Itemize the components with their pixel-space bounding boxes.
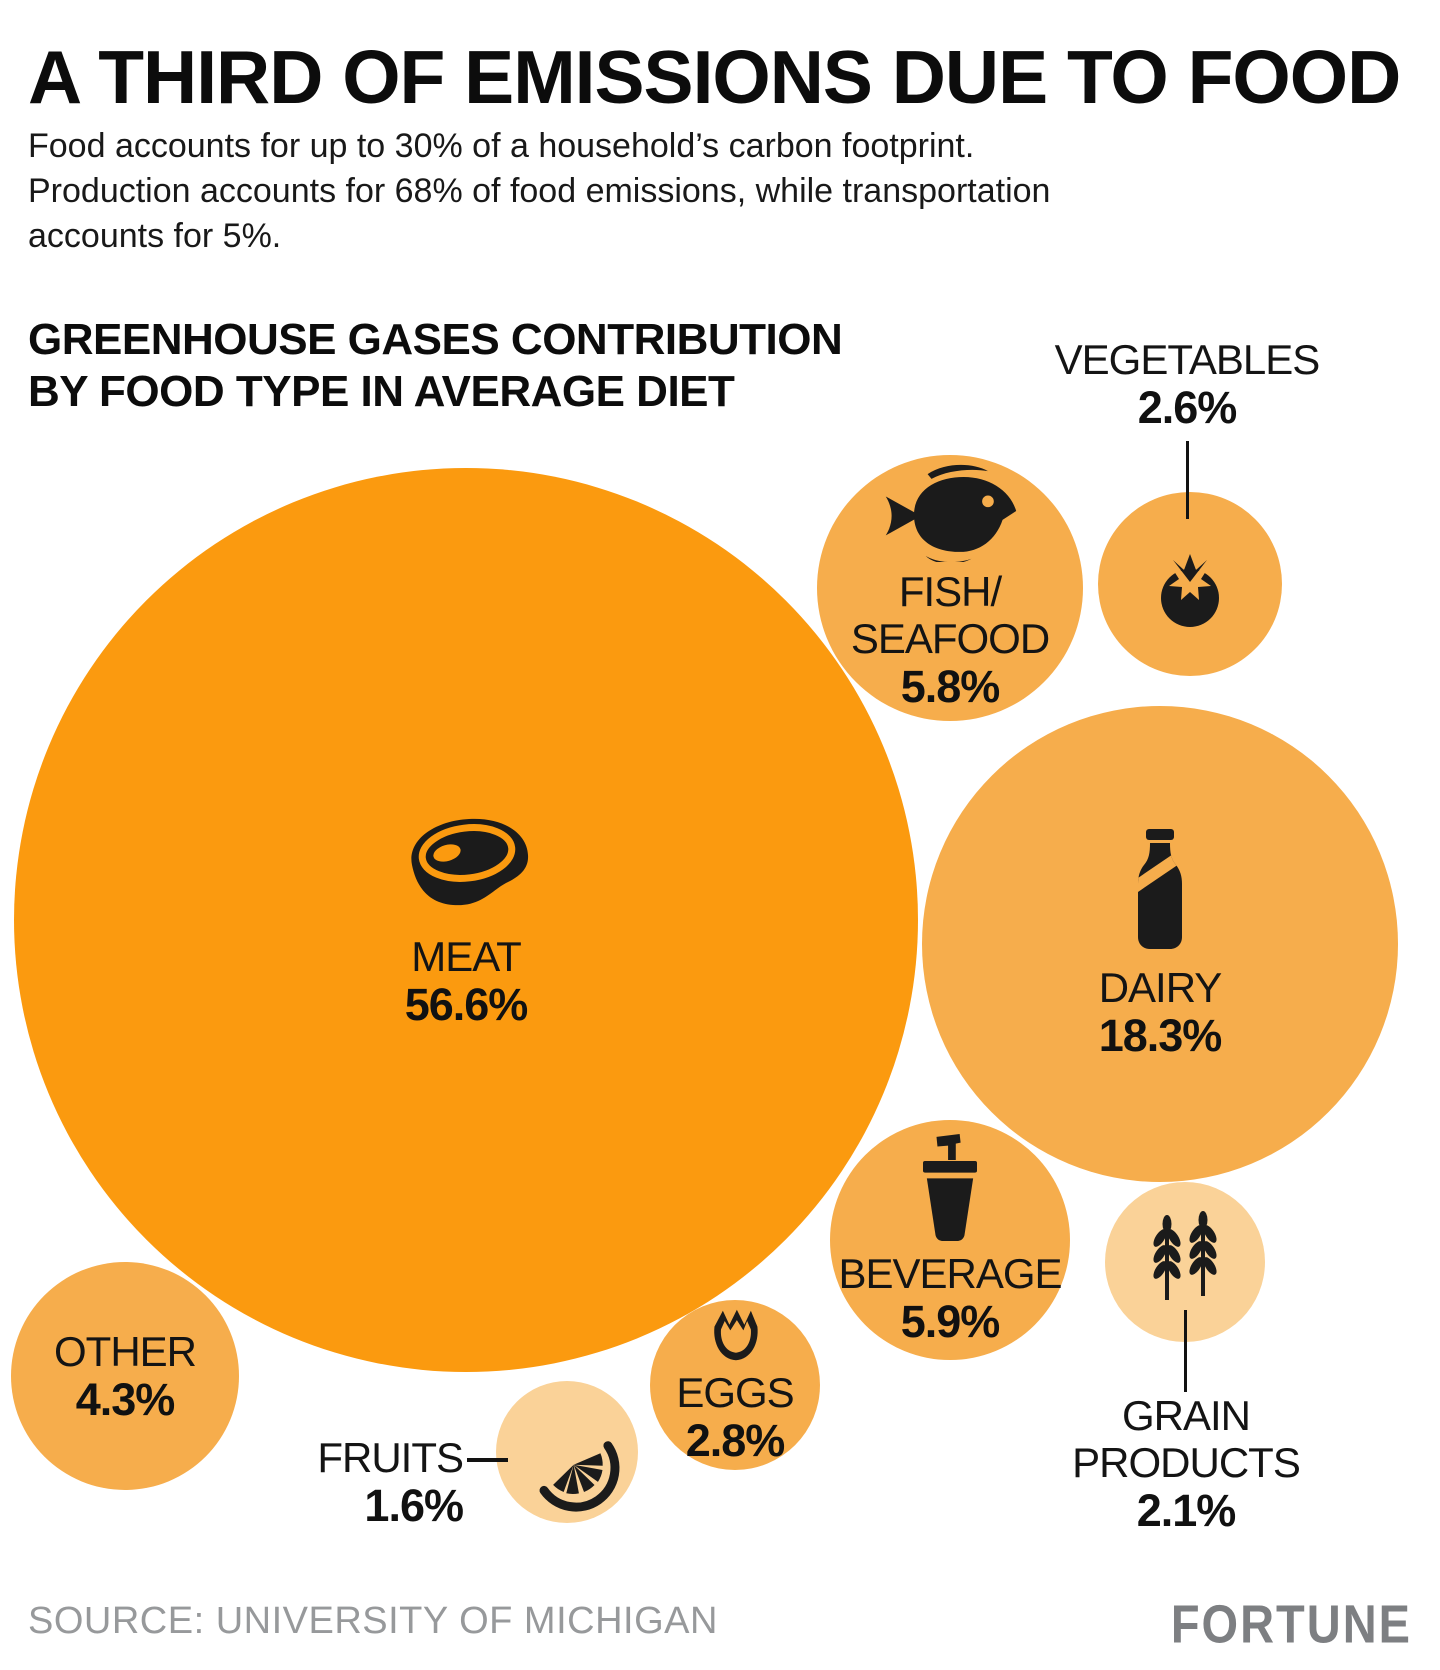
label-fruits-value: 1.6% bbox=[364, 1480, 464, 1531]
subtitle-line-1: Food accounts for up to 30% of a househo… bbox=[28, 127, 975, 165]
bubble-fish-value: 5.8% bbox=[900, 661, 1001, 712]
bubble-fish-label-line2: SEAFOOD bbox=[850, 615, 1050, 662]
bubble-meat: MEAT 56.6% bbox=[14, 468, 918, 1372]
bubble-dairy: DAIRY 18.3% bbox=[922, 706, 1398, 1182]
fruits-pointer-line bbox=[467, 1458, 508, 1462]
bubble-other: OTHER 4.3% bbox=[11, 1262, 239, 1490]
subtitle-line-3: accounts for 5%. bbox=[28, 217, 282, 255]
bubble-fruits bbox=[496, 1381, 638, 1523]
label-fruits: FRUITS 1.6% bbox=[233, 1434, 464, 1531]
label-vegetables-value: 2.6% bbox=[1137, 382, 1238, 433]
bubble-beverage: BEVERAGE 5.9% bbox=[830, 1120, 1070, 1360]
bubble-beverage-label: BEVERAGE bbox=[838, 1249, 1062, 1297]
cracked-egg-icon bbox=[714, 1309, 758, 1360]
drink-cup-icon bbox=[923, 1133, 977, 1241]
wheat-icon bbox=[1153, 1211, 1217, 1300]
steak-icon bbox=[411, 818, 529, 905]
subtitle-line-2: Production accounts for 68% of food emis… bbox=[28, 172, 1051, 210]
bubble-beverage-value: 5.9% bbox=[900, 1295, 1001, 1347]
source-credit: SOURCE: UNIVERSITY OF MICHIGAN bbox=[28, 1600, 718, 1642]
chart-heading-line-2: BY FOOD TYPE IN AVERAGE DIET bbox=[28, 367, 735, 416]
label-vegetables: VEGETABLES 2.6% bbox=[1027, 336, 1347, 433]
bubble-fish-seafood: FISH/ SEAFOOD 5.8% bbox=[817, 455, 1083, 721]
bubble-dairy-value: 18.3% bbox=[1098, 1009, 1223, 1061]
bubble-eggs-value: 2.8% bbox=[685, 1414, 786, 1466]
bubble-dairy-label: DAIRY bbox=[1098, 963, 1223, 1011]
page-subtitle: Food accounts for up to 30% of a househo… bbox=[28, 124, 1368, 259]
bubble-meat-label: MEAT bbox=[411, 932, 522, 980]
grain-pointer-line bbox=[1184, 1310, 1187, 1392]
bubble-grain-products bbox=[1105, 1182, 1265, 1342]
bubble-fish-label-line1: FISH/ bbox=[898, 568, 1002, 615]
bubble-eggs-label: EGGS bbox=[676, 1368, 794, 1416]
label-grain-value: 2.1% bbox=[1136, 1485, 1237, 1536]
citrus-slice-icon bbox=[539, 1441, 620, 1512]
label-grain-products: GRAIN PRODUCTS 2.1% bbox=[1026, 1392, 1346, 1536]
page-title: A THIRD OF EMISSIONS DUE TO FOOD bbox=[28, 35, 1401, 119]
fortune-logo: FORTUNE bbox=[1170, 1593, 1412, 1655]
bubble-eggs: EGGS 2.8% bbox=[650, 1300, 820, 1470]
bubble-other-value: 4.3% bbox=[75, 1373, 176, 1425]
tomato-icon bbox=[1161, 554, 1219, 627]
bubble-meat-value: 56.6% bbox=[404, 978, 529, 1030]
bubble-vegetables bbox=[1098, 492, 1282, 676]
bubble-other-label: OTHER bbox=[54, 1327, 197, 1375]
label-fruits-text: FRUITS bbox=[317, 1434, 464, 1481]
label-vegetables-text: VEGETABLES bbox=[1054, 336, 1321, 383]
chart-heading: GREENHOUSE GASES CONTRIBUTION BY FOOD TY… bbox=[28, 314, 928, 418]
chart-heading-line-1: GREENHOUSE GASES CONTRIBUTION bbox=[28, 315, 843, 364]
label-grain-text-line1: GRAIN bbox=[1121, 1392, 1251, 1439]
fish-icon bbox=[885, 464, 1017, 562]
label-grain-text-line2: PRODUCTS bbox=[1072, 1439, 1301, 1486]
milk-bottle-icon bbox=[1138, 828, 1182, 949]
vegetables-pointer-line bbox=[1186, 441, 1189, 519]
